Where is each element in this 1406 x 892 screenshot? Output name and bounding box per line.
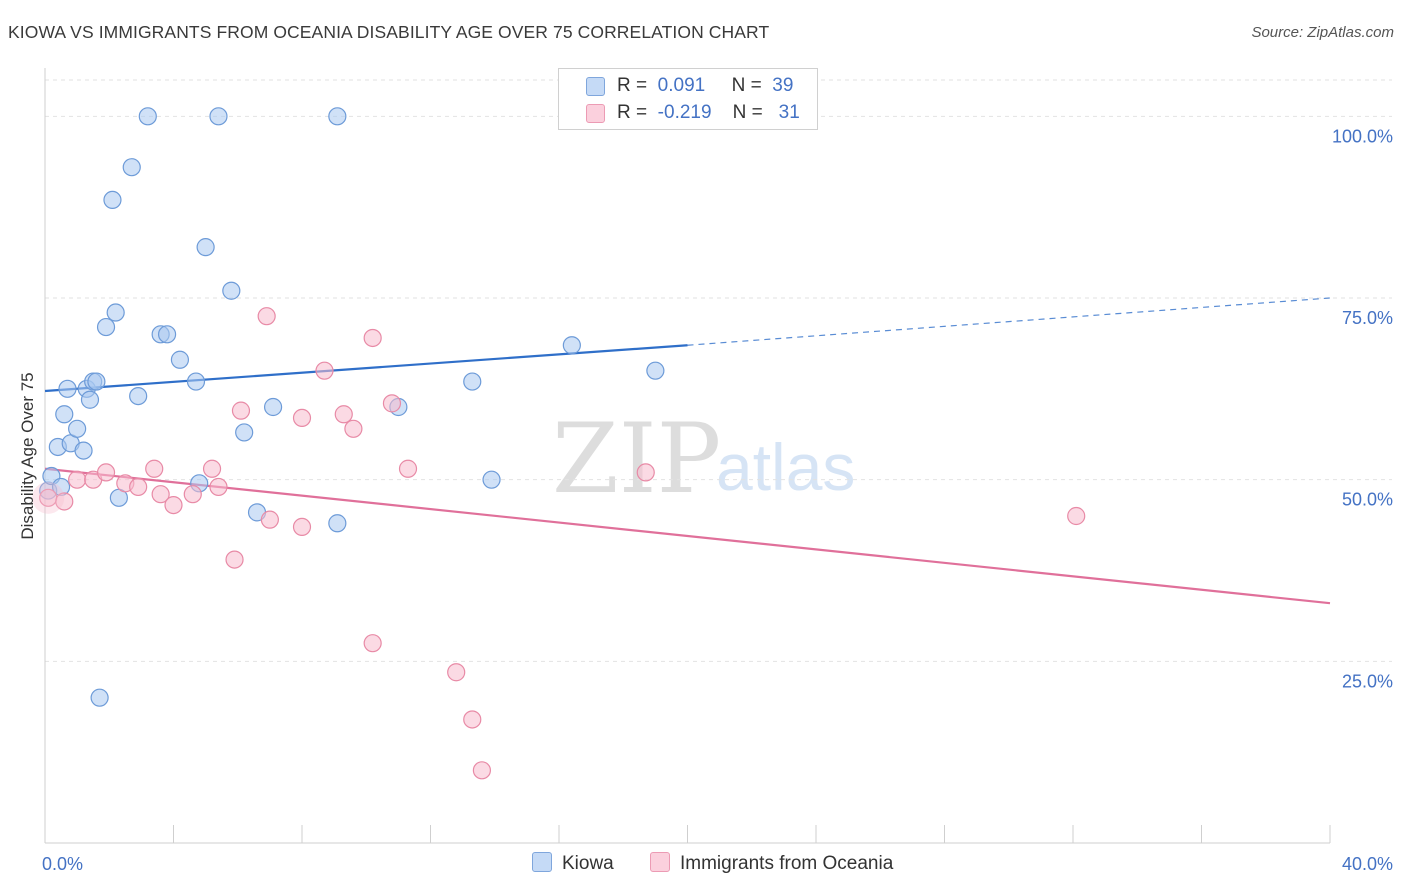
legend-oceania-n-label: N = <box>732 102 763 123</box>
point-oceania <box>151 485 170 504</box>
point-kiowa <box>328 107 347 126</box>
watermark-zip: ZIP <box>552 403 721 515</box>
point-kiowa <box>106 303 125 322</box>
point-oceania <box>292 517 312 537</box>
point-kiowa <box>235 423 254 442</box>
x-tick-label-min: 0.0% <box>42 854 83 874</box>
tick-labels: 25.0% 50.0% 75.0% 100.0% 0.0% 40.0% <box>42 126 1393 874</box>
y-tick-label: 75.0% <box>1342 308 1393 328</box>
point-oceania <box>292 408 312 427</box>
source-credit: Source: ZipAtlas.com <box>1251 24 1394 41</box>
point-kiowa <box>122 158 141 177</box>
point-oceania-large <box>32 481 65 514</box>
point-oceania <box>209 477 228 497</box>
point-kiowa <box>222 281 241 300</box>
point-oceania <box>1067 506 1086 526</box>
point-oceania <box>55 492 74 511</box>
legend-kiowa-n-value: 39 <box>772 75 794 96</box>
y-axis-label: Disability Age Over 75 <box>18 372 37 540</box>
point-kiowa <box>55 405 74 424</box>
y-tick-label: 25.0% <box>1342 671 1393 691</box>
point-kiowa <box>646 361 665 380</box>
bottom-legend-swatch-kiowa <box>532 852 552 872</box>
point-oceania <box>463 710 482 729</box>
point-oceania <box>447 663 466 682</box>
point-kiowa <box>90 688 109 707</box>
stats-legend: R = 0.091 N = 39 R = -0.219 N = 31 <box>558 68 818 130</box>
point-oceania <box>398 459 418 478</box>
point-oceania <box>344 419 363 438</box>
watermark-atlas: atlas <box>716 430 855 504</box>
point-kiowa <box>463 372 482 391</box>
data-points <box>32 107 1086 780</box>
point-kiowa <box>170 350 190 369</box>
legend-oceania-r-value: -0.219 <box>657 102 712 123</box>
point-kiowa <box>138 107 157 126</box>
point-oceania <box>363 328 382 348</box>
trend-line-kiowa <box>44 344 688 393</box>
point-oceania <box>145 459 164 478</box>
point-oceania <box>68 470 87 489</box>
point-kiowa <box>74 441 93 460</box>
point-oceania <box>472 761 491 780</box>
legend-swatch-kiowa <box>586 77 605 96</box>
point-kiowa <box>87 372 106 391</box>
legend-kiowa-r-value: 0.091 <box>657 75 706 96</box>
bottom-legend-label-kiowa: Kiowa <box>562 853 614 874</box>
point-kiowa <box>129 387 148 406</box>
axes <box>44 68 1331 844</box>
watermark: ZIP atlas <box>552 403 855 515</box>
point-kiowa <box>103 190 122 209</box>
bottom-legend-label-oceania: Immigrants from Oceania <box>680 853 894 874</box>
trend-line-oceania <box>44 467 1331 605</box>
point-oceania <box>636 463 655 482</box>
point-oceania <box>315 361 334 380</box>
bottom-legend-kiowa: Kiowa <box>532 852 614 875</box>
legend-kiowa-n-label: N = <box>731 75 762 96</box>
trend-line-kiowa-extension <box>687 297 1331 346</box>
point-oceania <box>363 634 382 653</box>
point-kiowa <box>328 514 347 533</box>
point-kiowa <box>157 325 177 344</box>
point-oceania <box>257 307 276 326</box>
point-kiowa <box>209 107 228 126</box>
point-oceania <box>231 401 251 420</box>
point-kiowa <box>562 336 581 355</box>
point-oceania <box>96 463 116 482</box>
chart-title: KIOWA VS IMMIGRANTS FROM OCEANIA DISABIL… <box>8 22 770 42</box>
point-oceania <box>164 496 183 515</box>
legend-oceania-n-value: 31 <box>778 102 800 123</box>
point-oceania <box>334 405 353 424</box>
bottom-legend-oceania: Immigrants from Oceania <box>650 852 893 875</box>
point-oceania <box>382 394 402 413</box>
bottom-legend-swatch-oceania <box>650 852 670 872</box>
point-kiowa <box>196 238 215 257</box>
point-oceania <box>260 510 279 529</box>
point-oceania <box>129 477 148 497</box>
point-kiowa <box>96 317 116 337</box>
y-tick-label: 50.0% <box>1342 490 1393 510</box>
grid <box>45 79 1392 662</box>
y-tick-label: 100.0% <box>1332 126 1393 146</box>
point-kiowa <box>68 419 87 438</box>
trend-lines <box>44 297 1331 605</box>
point-oceania <box>225 550 244 569</box>
legend-swatch-oceania <box>586 104 605 123</box>
point-oceania <box>202 459 222 478</box>
point-kiowa <box>482 470 501 489</box>
point-kiowa <box>263 397 283 417</box>
legend-kiowa-r-label: R = <box>617 75 648 96</box>
point-oceania <box>183 485 202 504</box>
legend-oceania-r-label: R = <box>617 102 648 123</box>
point-kiowa <box>58 379 77 398</box>
point-kiowa <box>186 372 206 391</box>
x-tick-label-max: 40.0% <box>1342 854 1393 874</box>
point-kiowa <box>80 390 100 409</box>
